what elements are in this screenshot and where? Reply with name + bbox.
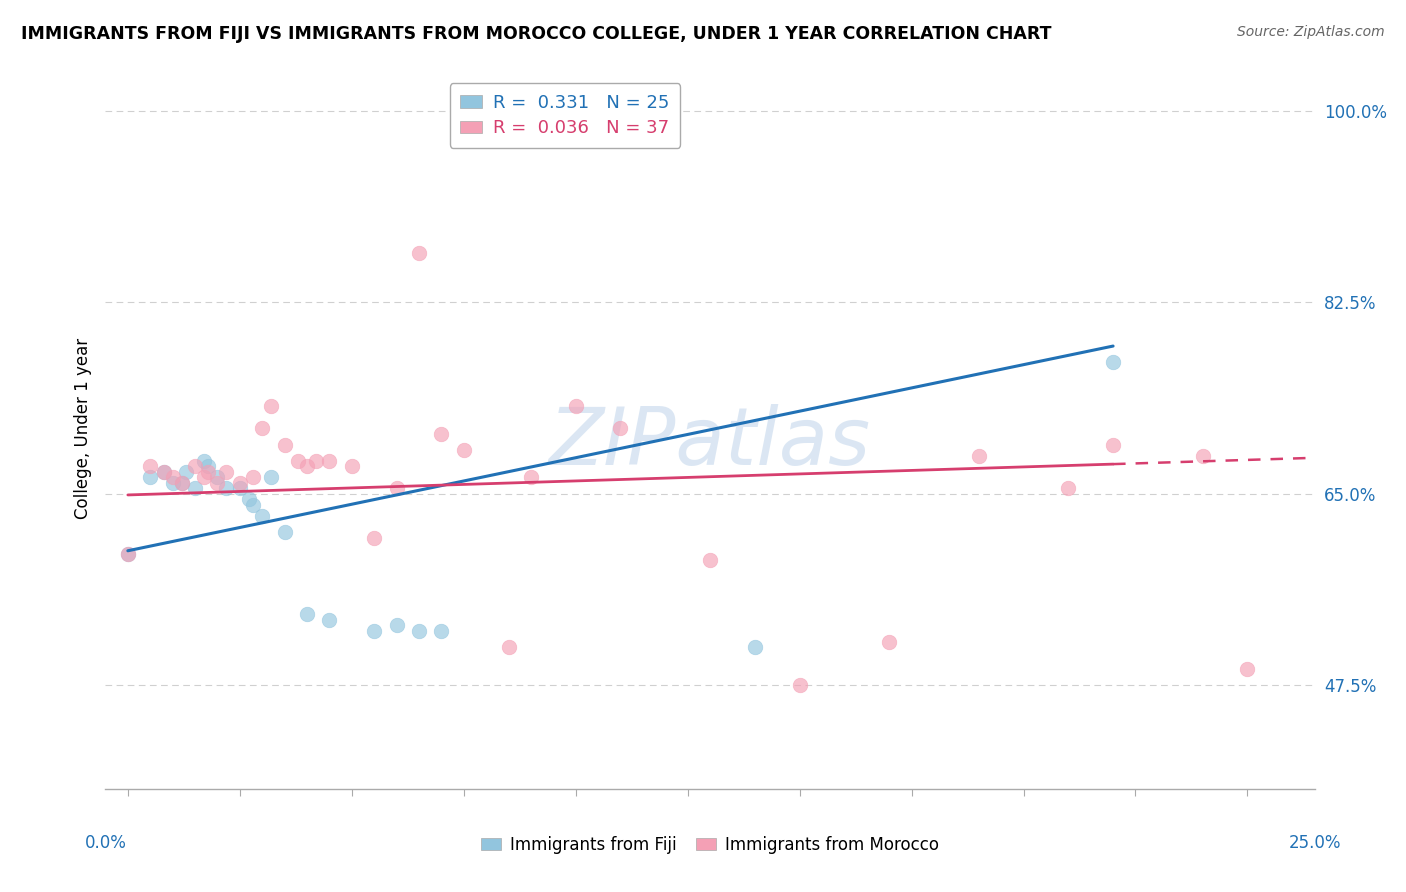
Point: [877, 634, 900, 648]
Point: [193, 454, 215, 468]
Point: [273, 437, 295, 451]
Point: [242, 470, 264, 484]
Point: [170, 475, 193, 490]
Point: [287, 454, 309, 468]
Point: [430, 624, 453, 638]
Point: [789, 678, 811, 692]
Point: [744, 640, 766, 654]
Point: [197, 459, 219, 474]
Point: [162, 470, 184, 484]
Point: [174, 465, 197, 479]
Text: 25.0%: 25.0%: [1288, 834, 1341, 852]
Point: [967, 449, 990, 463]
Point: [498, 640, 520, 654]
Point: [184, 481, 207, 495]
Point: [408, 246, 430, 260]
Point: [207, 470, 229, 484]
Point: [162, 475, 184, 490]
Legend: Immigrants from Fiji, Immigrants from Morocco: Immigrants from Fiji, Immigrants from Mo…: [475, 830, 945, 861]
Text: Source: ZipAtlas.com: Source: ZipAtlas.com: [1237, 25, 1385, 39]
Point: [363, 624, 385, 638]
Point: [152, 465, 174, 479]
Point: [197, 465, 219, 479]
Point: [295, 459, 318, 474]
Point: [385, 618, 408, 632]
Point: [318, 454, 340, 468]
Point: [1057, 481, 1080, 495]
Point: [305, 454, 328, 468]
Point: [273, 525, 295, 540]
Point: [250, 421, 273, 435]
Point: [318, 613, 340, 627]
Text: 0.0%: 0.0%: [84, 834, 127, 852]
Point: [520, 470, 543, 484]
Point: [207, 475, 229, 490]
Point: [193, 470, 215, 484]
Point: [170, 475, 193, 490]
Point: [152, 465, 174, 479]
Point: [260, 470, 283, 484]
Point: [117, 547, 139, 561]
Point: [242, 498, 264, 512]
Point: [1102, 355, 1125, 369]
Point: [1102, 437, 1125, 451]
Point: [215, 481, 238, 495]
Point: [699, 552, 721, 566]
Point: [363, 531, 385, 545]
Point: [564, 399, 586, 413]
Point: [260, 399, 283, 413]
Text: ZIPatlas: ZIPatlas: [548, 403, 872, 482]
Point: [250, 508, 273, 523]
Point: [1191, 449, 1213, 463]
Point: [408, 624, 430, 638]
Point: [453, 443, 475, 458]
Point: [1236, 662, 1258, 676]
Point: [430, 426, 453, 441]
Point: [238, 492, 260, 507]
Point: [385, 481, 408, 495]
Y-axis label: College, Under 1 year: College, Under 1 year: [73, 337, 91, 519]
Point: [295, 607, 318, 622]
Point: [215, 465, 238, 479]
Point: [609, 421, 631, 435]
Point: [139, 470, 162, 484]
Point: [340, 459, 363, 474]
Point: [117, 547, 139, 561]
Text: IMMIGRANTS FROM FIJI VS IMMIGRANTS FROM MOROCCO COLLEGE, UNDER 1 YEAR CORRELATIO: IMMIGRANTS FROM FIJI VS IMMIGRANTS FROM …: [21, 25, 1052, 43]
Point: [184, 459, 207, 474]
Point: [139, 459, 162, 474]
Point: [229, 475, 252, 490]
Point: [229, 481, 252, 495]
